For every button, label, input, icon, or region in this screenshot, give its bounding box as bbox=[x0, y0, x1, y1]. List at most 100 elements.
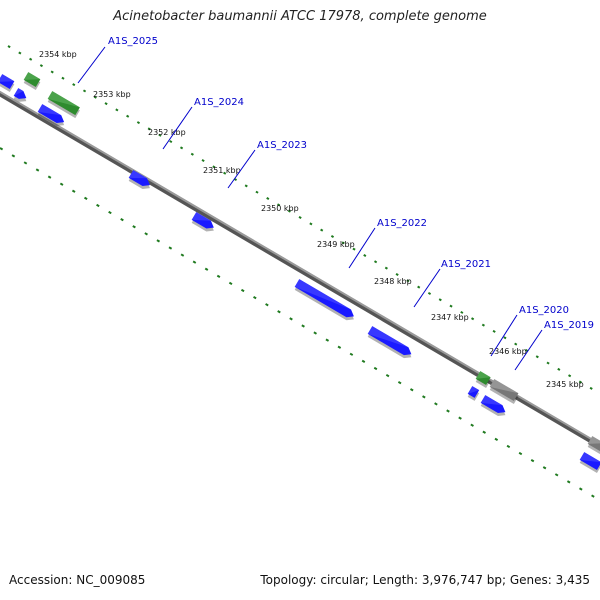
feature-a bbox=[0, 74, 15, 92]
ring-dash bbox=[578, 380, 582, 384]
feature-highlight bbox=[467, 386, 480, 394]
accession-text: Accession: NC_009085 bbox=[9, 573, 146, 587]
feature-highlight bbox=[480, 395, 503, 406]
ring-dash bbox=[506, 444, 511, 449]
ring-dash bbox=[287, 209, 291, 213]
gene-callouts: A1S_2025 A1S_2024 A1S_2023 A1S_2022 A1S_2021… bbox=[77, 36, 594, 371]
ring-dash bbox=[460, 310, 464, 314]
gene-label: A1S_2022 bbox=[377, 218, 427, 229]
kbp-label: 2354 kbp bbox=[39, 50, 77, 59]
feature-highlight bbox=[0, 74, 15, 82]
ring-dash bbox=[458, 416, 462, 420]
feature-highlight bbox=[37, 104, 62, 116]
ring-dash bbox=[82, 89, 87, 93]
ring-dash bbox=[542, 466, 547, 470]
ring-dash bbox=[524, 348, 529, 352]
ring-dash bbox=[223, 171, 227, 175]
ring-dash bbox=[409, 388, 414, 392]
gene-callout-line bbox=[490, 314, 518, 357]
feature-m bbox=[480, 395, 506, 417]
ring-dash bbox=[126, 114, 130, 118]
ring-dash bbox=[385, 373, 390, 378]
ring-dash bbox=[289, 317, 293, 321]
ring-dash bbox=[115, 108, 119, 112]
ring-dash bbox=[212, 165, 216, 169]
ring-dash bbox=[7, 45, 11, 49]
tick-rings bbox=[0, 45, 595, 498]
ring-dash bbox=[298, 216, 302, 220]
ring-dash bbox=[59, 182, 64, 186]
ring-dash bbox=[494, 437, 499, 441]
ring-dash bbox=[482, 430, 487, 434]
ring-dash bbox=[204, 267, 209, 271]
gene-label: A1S_2024 bbox=[194, 97, 244, 108]
ring-dash bbox=[417, 285, 421, 289]
ring-dash bbox=[169, 140, 173, 144]
feature-f bbox=[128, 170, 150, 189]
ring-dash bbox=[168, 246, 173, 250]
ring-dash bbox=[438, 298, 442, 302]
ring-dash bbox=[265, 303, 269, 307]
ring-dash bbox=[471, 317, 475, 321]
ring-dash bbox=[201, 159, 205, 163]
gene-label: A1S_2025 bbox=[108, 36, 158, 47]
ring-dash bbox=[446, 409, 450, 413]
gene-label: A1S_2023 bbox=[257, 140, 307, 151]
gene-label: A1S_2020 bbox=[519, 305, 569, 316]
ring-dash bbox=[530, 459, 535, 463]
ring-dash bbox=[397, 381, 402, 385]
ring-dash bbox=[23, 161, 28, 165]
ring-dash bbox=[158, 133, 162, 137]
feature-h bbox=[294, 279, 354, 321]
ring-dash bbox=[373, 366, 378, 371]
ring-dash bbox=[566, 480, 571, 484]
feature-highlight bbox=[47, 91, 80, 108]
gene-label: A1S_2021 bbox=[441, 259, 491, 270]
ring-dash bbox=[492, 329, 496, 333]
kbp-label: 2345 kbp bbox=[546, 380, 584, 389]
ring-dash bbox=[301, 324, 305, 328]
ring-dash bbox=[29, 57, 33, 61]
kbp-label: 2347 kbp bbox=[431, 313, 469, 322]
kbp-label: 2346 kbp bbox=[489, 347, 527, 356]
ring-dash bbox=[361, 359, 366, 364]
ring-dash bbox=[277, 310, 281, 314]
feature-highlight bbox=[367, 326, 409, 348]
ring-dash bbox=[363, 253, 367, 257]
ring-dash bbox=[50, 70, 54, 74]
ring-dash bbox=[104, 102, 108, 106]
ring-dash bbox=[18, 51, 22, 55]
ring-dash bbox=[136, 121, 141, 125]
feature-o bbox=[579, 452, 600, 474]
ring-dash bbox=[39, 64, 44, 68]
feature-highlight bbox=[13, 88, 24, 96]
gene-callout-line bbox=[162, 106, 193, 150]
kbp-label: 2349 kbp bbox=[317, 240, 355, 249]
ring-dash bbox=[481, 323, 485, 327]
feature-highlight bbox=[489, 379, 519, 394]
ring-dash bbox=[406, 279, 410, 283]
ring-dash bbox=[93, 95, 97, 99]
feature-highlight bbox=[23, 72, 41, 80]
ring-dash bbox=[84, 196, 88, 200]
ring-dash bbox=[518, 451, 523, 456]
ring-dash bbox=[422, 395, 426, 399]
ring-dash bbox=[61, 76, 65, 80]
ring-dash bbox=[216, 274, 221, 278]
ring-dash bbox=[535, 355, 539, 359]
ring-dash bbox=[0, 147, 4, 151]
ring-dash bbox=[325, 338, 330, 342]
ring-dash bbox=[147, 127, 151, 131]
gene-callout-line bbox=[348, 227, 376, 269]
feature-l bbox=[489, 379, 519, 405]
ring-dash bbox=[240, 288, 245, 293]
kbp-labels: 2354 kbp 2353 kbp 2352 kbp 2351 kbp 2350 kbp… bbox=[39, 50, 584, 389]
feature-highlight bbox=[475, 371, 491, 379]
ring-dash bbox=[337, 345, 342, 349]
ring-dash bbox=[132, 225, 136, 229]
gene-callout-line bbox=[514, 329, 543, 371]
feature-highlight bbox=[191, 212, 211, 221]
ring-dash bbox=[192, 260, 197, 264]
genome-summary-text: Topology: circular; Length: 3,976,747 bp… bbox=[260, 573, 590, 587]
